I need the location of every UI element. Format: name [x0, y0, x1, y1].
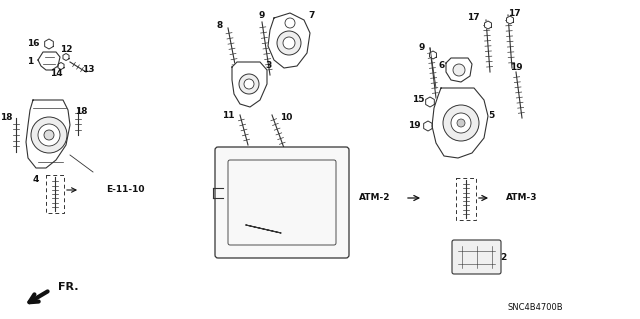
Text: 19: 19	[408, 122, 420, 130]
Polygon shape	[506, 16, 513, 24]
Text: 3: 3	[265, 62, 271, 70]
Circle shape	[31, 117, 67, 153]
FancyBboxPatch shape	[215, 147, 349, 258]
Polygon shape	[446, 58, 472, 82]
Text: 7: 7	[309, 11, 315, 20]
Text: 18: 18	[75, 108, 87, 116]
Text: 14: 14	[50, 70, 62, 78]
Polygon shape	[63, 54, 69, 61]
Polygon shape	[268, 13, 310, 68]
Text: 2: 2	[500, 254, 506, 263]
Text: 15: 15	[412, 95, 424, 105]
Text: 19: 19	[509, 63, 522, 72]
Polygon shape	[484, 21, 492, 29]
Text: 16: 16	[27, 39, 39, 48]
Circle shape	[277, 31, 301, 55]
Text: 8: 8	[217, 20, 223, 29]
Text: 9: 9	[419, 43, 425, 53]
Polygon shape	[429, 51, 436, 59]
Text: 9: 9	[259, 11, 265, 20]
Circle shape	[38, 124, 60, 146]
Text: 13: 13	[82, 65, 94, 75]
Bar	[46, 175, 64, 213]
Text: SNC4B4700B: SNC4B4700B	[507, 303, 563, 313]
Circle shape	[283, 37, 295, 49]
Circle shape	[453, 64, 465, 76]
Text: 4: 4	[33, 175, 39, 184]
Text: 1: 1	[27, 56, 33, 65]
Text: 10: 10	[280, 114, 292, 122]
Text: 17: 17	[467, 12, 479, 21]
Text: ATM-2: ATM-2	[359, 194, 391, 203]
Text: 17: 17	[508, 10, 520, 19]
Circle shape	[239, 74, 259, 94]
Text: E-11-10: E-11-10	[106, 186, 145, 195]
Text: 5: 5	[488, 112, 494, 121]
Polygon shape	[45, 39, 53, 49]
Text: 6: 6	[439, 62, 445, 70]
Circle shape	[443, 105, 479, 141]
Polygon shape	[424, 121, 433, 131]
Text: ATM-3: ATM-3	[506, 194, 538, 203]
Circle shape	[451, 113, 471, 133]
Circle shape	[44, 130, 54, 140]
Polygon shape	[432, 88, 488, 158]
Polygon shape	[58, 63, 64, 70]
Text: FR.: FR.	[58, 282, 79, 292]
Text: 11: 11	[221, 112, 234, 121]
Text: 18: 18	[0, 114, 12, 122]
Polygon shape	[426, 97, 435, 107]
Circle shape	[244, 79, 254, 89]
Polygon shape	[232, 62, 267, 107]
Bar	[456, 178, 476, 220]
Text: 12: 12	[60, 46, 72, 55]
Polygon shape	[38, 52, 60, 70]
FancyBboxPatch shape	[452, 240, 501, 274]
Polygon shape	[26, 100, 70, 168]
Circle shape	[457, 119, 465, 127]
Circle shape	[285, 18, 295, 28]
